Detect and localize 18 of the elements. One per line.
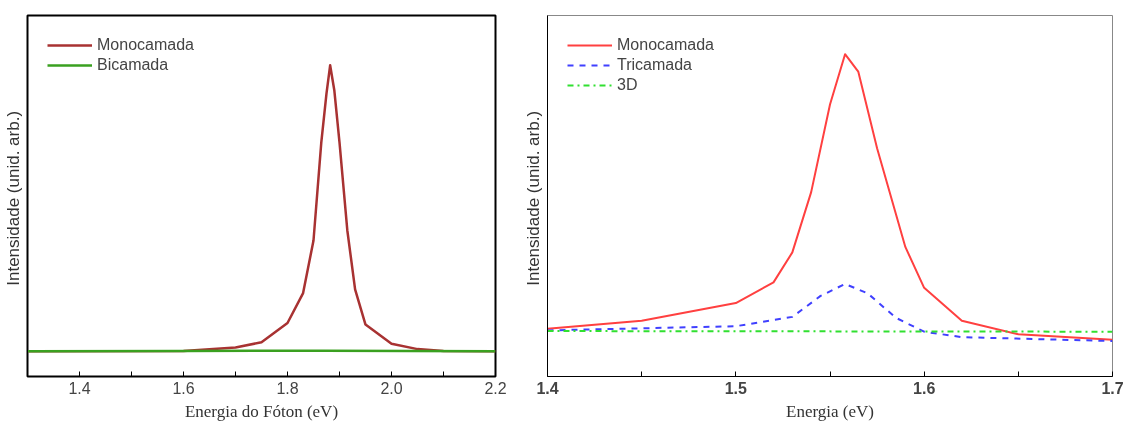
legend-label: 3D bbox=[617, 76, 638, 94]
x-axis-title: Energia (eV) bbox=[786, 401, 874, 421]
x-tick-label: 1.4 bbox=[536, 379, 559, 397]
x-tick-label: 1.5 bbox=[724, 379, 748, 397]
x-tick-label: 2.0 bbox=[380, 379, 403, 397]
x-tick-label: 1.6 bbox=[913, 379, 936, 397]
y-axis-title: Intensidade (unid. arb.) bbox=[523, 110, 543, 286]
x-tick-label: 2.2 bbox=[484, 379, 507, 397]
legend-label: Monocamada bbox=[617, 36, 714, 54]
legend-label: Tricamada bbox=[617, 56, 692, 74]
legend-label: Bicamada bbox=[97, 56, 169, 74]
x-tick-label: 1.8 bbox=[276, 379, 299, 397]
x-tick-label: 1.7 bbox=[1101, 379, 1124, 397]
y-axis-title: Intensidade (unid. arb.) bbox=[3, 110, 23, 286]
x-tick-label: 1.6 bbox=[172, 379, 195, 397]
x-tick-label: 1.4 bbox=[68, 379, 91, 397]
legend-label: Monocamada bbox=[97, 36, 194, 54]
x-axis-title: Energia do Fóton (eV) bbox=[184, 401, 339, 421]
